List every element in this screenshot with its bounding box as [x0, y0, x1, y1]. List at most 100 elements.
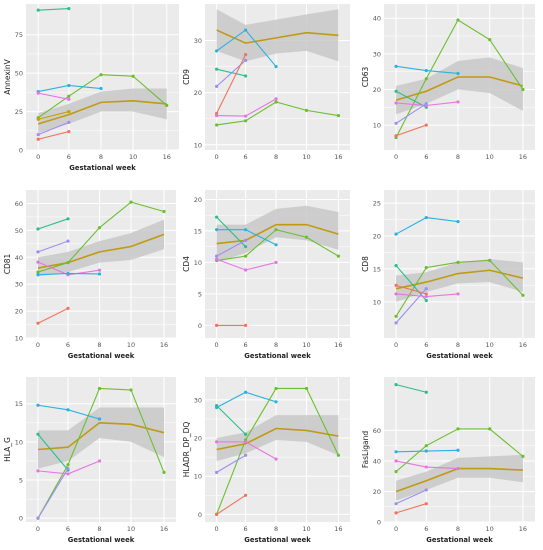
y-tick-label: 20 [194, 435, 202, 443]
data-point [424, 298, 428, 303]
data-point [274, 243, 278, 247]
data-point [244, 493, 248, 497]
data-point [456, 260, 460, 264]
x-tick-label: 0 [394, 341, 398, 349]
x-tick-label: 10 [127, 341, 135, 349]
data-point [36, 91, 40, 95]
data-point [424, 68, 428, 73]
y-tick-label: 40 [373, 457, 381, 465]
data-point [66, 239, 70, 243]
y-tick-label: 10 [194, 259, 202, 267]
y-axis-label: CD8 [361, 256, 370, 272]
data-point [66, 472, 70, 476]
data-point [215, 215, 219, 219]
data-point [521, 293, 525, 297]
x-tick-label: 6 [424, 525, 428, 533]
data-point [66, 463, 70, 467]
data-point [165, 103, 169, 108]
data-point [66, 271, 70, 276]
data-point [215, 254, 219, 258]
x-tick-label: 16 [519, 153, 527, 161]
series-line [395, 503, 427, 514]
data-point [274, 400, 278, 404]
x-axis-label: Gestational week [68, 352, 135, 360]
panel-cd4: 0 5 10 15 20 0 6 8 10 16 CD4 Gestational week [182, 190, 350, 360]
x-tick-label: 0 [36, 525, 40, 533]
y-tick-label: 20 [194, 196, 202, 204]
series-line [395, 384, 427, 393]
data-point [244, 119, 248, 123]
data-point [424, 266, 428, 270]
y-tick-label: 10 [373, 122, 381, 130]
data-point [67, 7, 71, 11]
y-tick-label: 40 [373, 15, 381, 23]
x-tick-label: 6 [244, 525, 248, 533]
data-point [424, 292, 428, 296]
series-line [38, 92, 69, 100]
data-point [394, 314, 398, 318]
data-point [215, 123, 219, 127]
x-tick-label: 8 [274, 341, 278, 349]
x-tick-label: 16 [163, 153, 171, 161]
x-tick-label: 10 [302, 525, 310, 533]
data-point [394, 321, 398, 325]
y-tick-label: 15 [194, 227, 202, 235]
data-point [36, 133, 40, 137]
data-point [244, 440, 248, 444]
x-tick-label: 10 [127, 525, 135, 533]
data-point [274, 97, 278, 101]
data-point [394, 89, 398, 93]
x-axis-label: Gestational week [426, 352, 493, 360]
x-tick-label: 10 [302, 341, 310, 349]
y-tick-label: 30 [373, 50, 381, 58]
y-tick-label: 25 [373, 200, 381, 208]
data-point [36, 137, 40, 141]
y-tick-label: 25 [15, 108, 23, 116]
data-point [67, 97, 71, 101]
data-point [244, 268, 248, 272]
data-point [424, 390, 428, 394]
data-point [36, 227, 40, 231]
confidence-ribbon [216, 9, 339, 62]
data-point [456, 427, 460, 431]
data-point [424, 449, 428, 453]
y-tick-label: 75 [15, 31, 23, 39]
data-point [67, 83, 71, 88]
x-tick-label: 16 [160, 525, 168, 533]
data-point [162, 209, 166, 214]
data-point [394, 134, 398, 138]
data-point [67, 120, 71, 124]
data-point [97, 459, 102, 463]
x-tick-label: 16 [334, 153, 342, 161]
data-point [274, 260, 278, 265]
x-tick-label: 0 [215, 525, 219, 533]
data-point [456, 71, 460, 76]
y-axis-label: AnnexinV [3, 58, 12, 94]
data-point [215, 49, 219, 53]
data-point [336, 453, 340, 457]
data-point [215, 228, 219, 232]
data-point [36, 117, 40, 121]
series-line [395, 103, 427, 124]
data-point [99, 86, 103, 91]
data-point [394, 101, 398, 105]
x-tick-label: 10 [486, 525, 494, 533]
x-axis-label: Gestational week [244, 536, 311, 544]
x-tick-label: 8 [274, 153, 278, 161]
confidence-ribbon [396, 454, 523, 501]
data-point [456, 219, 460, 224]
y-tick-label: 50 [15, 70, 23, 78]
confidence-ribbon [216, 415, 339, 461]
data-point [274, 64, 278, 69]
data-point [394, 502, 398, 506]
data-point [97, 226, 102, 230]
y-tick-label: 60 [15, 200, 23, 208]
data-point [36, 273, 40, 277]
y-tick-label: 30 [194, 396, 202, 404]
y-tick-label: 5 [198, 290, 202, 298]
x-tick-label: 6 [424, 153, 428, 161]
data-point [215, 440, 219, 444]
data-point [97, 386, 102, 391]
x-tick-label: 16 [334, 341, 342, 349]
series-line [38, 8, 69, 11]
